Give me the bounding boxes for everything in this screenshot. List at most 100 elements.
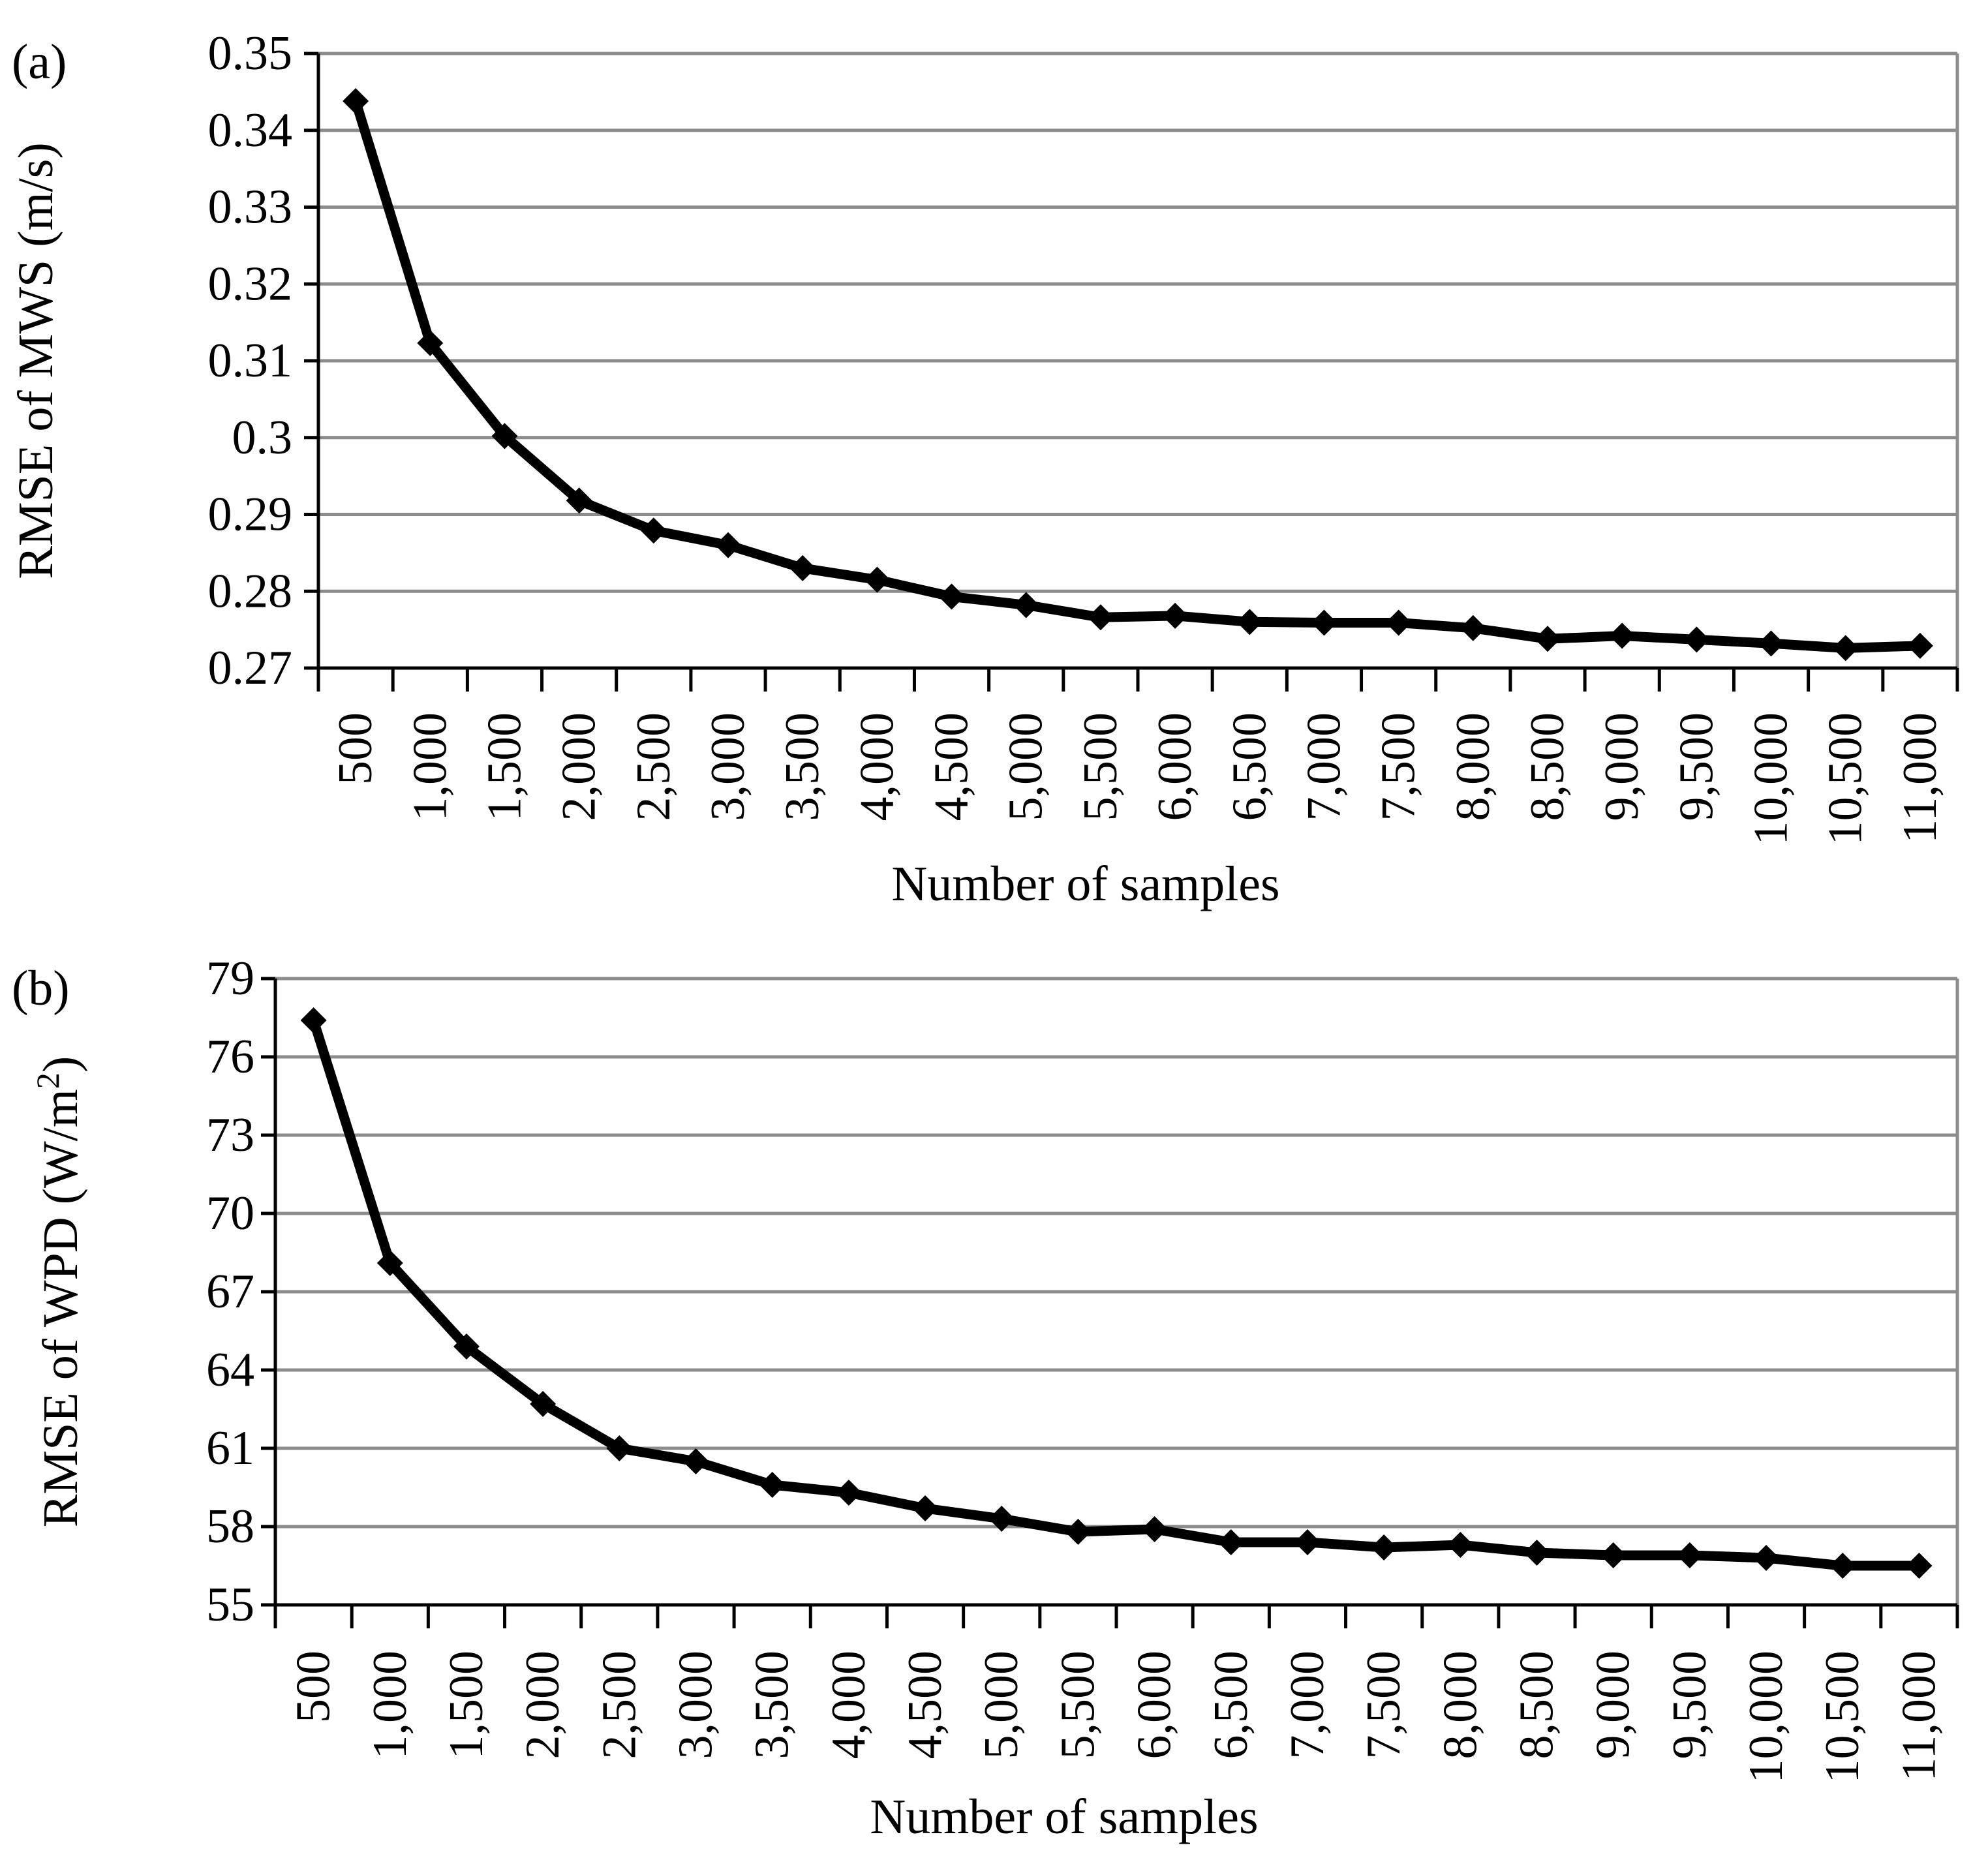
x-tick-label: 500 bbox=[287, 1651, 341, 1723]
x-tick-label: 1,500 bbox=[478, 712, 531, 821]
x-tick-label: 11,000 bbox=[1892, 1651, 1946, 1782]
data-point bbox=[1217, 1529, 1244, 1555]
data-point bbox=[1523, 1540, 1550, 1566]
x-tick-label: 3,500 bbox=[746, 1651, 799, 1759]
data-point bbox=[864, 566, 891, 593]
y-tick-label: 70 bbox=[206, 1187, 254, 1240]
data-point bbox=[938, 583, 965, 610]
x-tick-label: 5,000 bbox=[1000, 712, 1053, 821]
panel-label: (b) bbox=[12, 961, 70, 1016]
data-point bbox=[1753, 1545, 1780, 1571]
data-point bbox=[715, 532, 741, 558]
data-point bbox=[1906, 1553, 1933, 1579]
chart-panel-b: 55 58 61 64 67 70 73 76 79 500 1,000 1,500 2,000 2,50… bbox=[12, 952, 1959, 1844]
x-tick-label: 3,500 bbox=[776, 712, 829, 821]
y-tick-label: 0.28 bbox=[208, 564, 293, 618]
x-tick-label: 1,000 bbox=[403, 712, 457, 821]
x-tick-label: 8,500 bbox=[1510, 1651, 1564, 1759]
x-tick-label: 10,500 bbox=[1819, 712, 1873, 845]
x-tick-label: 6,000 bbox=[1148, 712, 1202, 821]
data-point bbox=[1758, 630, 1784, 657]
data-point bbox=[988, 1506, 1015, 1532]
data-point bbox=[566, 487, 592, 514]
data-point bbox=[789, 555, 816, 581]
y-tick-label: 0.29 bbox=[208, 488, 293, 541]
data-point bbox=[1829, 1553, 1856, 1579]
data-point bbox=[1162, 602, 1189, 629]
data-point bbox=[530, 1391, 557, 1417]
y-axis-title: RMSE of WPD (W/m2) bbox=[29, 1056, 88, 1527]
data-point bbox=[640, 517, 667, 544]
x-tick-label: 8,500 bbox=[1521, 712, 1574, 821]
y-tick-label: 0.35 bbox=[208, 27, 293, 80]
data-point bbox=[1906, 632, 1933, 659]
x-tick-label: 2,000 bbox=[516, 1651, 570, 1759]
y-tick-label: 0.27 bbox=[208, 641, 293, 695]
y-tick-label: 58 bbox=[206, 1500, 254, 1553]
data-point bbox=[1609, 622, 1636, 649]
x-tick-label: 7,000 bbox=[1281, 1651, 1334, 1759]
data-point bbox=[343, 88, 369, 115]
data-point bbox=[835, 1480, 862, 1506]
data-point bbox=[1065, 1519, 1092, 1545]
data-point bbox=[682, 1448, 709, 1474]
x-tick-label: 500 bbox=[329, 712, 382, 785]
series-line bbox=[350, 96, 1925, 653]
x-tick-label: 8,000 bbox=[1446, 712, 1500, 821]
x-tick-label: 10,000 bbox=[1745, 712, 1798, 845]
data-point bbox=[1535, 626, 1561, 652]
data-point bbox=[759, 1472, 786, 1498]
x-tick-label: 4,500 bbox=[925, 712, 979, 821]
data-point bbox=[1311, 609, 1338, 636]
data-point bbox=[1600, 1542, 1627, 1568]
x-tick-label: 5,500 bbox=[1051, 1651, 1105, 1759]
y-tick-label: 79 bbox=[206, 952, 254, 1005]
x-tick-label: 2,500 bbox=[627, 712, 681, 821]
series-line bbox=[309, 1015, 1924, 1571]
x-tick-label: 6,000 bbox=[1128, 1651, 1182, 1759]
x-axis-title: Number of samples bbox=[870, 1789, 1258, 1844]
chart-panel-a: 0.27 0.28 0.29 0.3 0.31 0.32 0.33 0.34 0.35 500 1,… bbox=[8, 27, 1959, 911]
y-tick-label: 67 bbox=[206, 1265, 254, 1318]
x-tick-label: 8,000 bbox=[1433, 1651, 1487, 1759]
data-point bbox=[1683, 626, 1710, 653]
x-tick-label: 10,500 bbox=[1816, 1651, 1869, 1784]
y-tick-label: 0.34 bbox=[208, 104, 293, 157]
x-tick-label: 9,500 bbox=[1670, 712, 1723, 821]
x-axis-title: Number of samples bbox=[891, 857, 1279, 911]
y-tick-label: 55 bbox=[206, 1578, 254, 1632]
x-tick-label: 7,500 bbox=[1372, 712, 1426, 821]
x-tick-label: 3,000 bbox=[701, 712, 755, 821]
x-tick-label: 1,500 bbox=[440, 1651, 493, 1759]
data-point bbox=[1460, 615, 1486, 641]
data-point bbox=[1087, 604, 1114, 631]
x-tick-label: 7,000 bbox=[1297, 712, 1351, 821]
data-point bbox=[1676, 1542, 1703, 1568]
data-point bbox=[376, 1250, 403, 1276]
x-tick-label: 9,500 bbox=[1663, 1651, 1717, 1759]
y-tick-label: 0.32 bbox=[208, 257, 293, 311]
x-tick-label: 2,500 bbox=[592, 1651, 646, 1759]
data-point bbox=[912, 1495, 939, 1521]
data-point bbox=[606, 1435, 633, 1461]
x-tick-label: 5,000 bbox=[975, 1651, 1028, 1759]
x-tick-label: 7,500 bbox=[1357, 1651, 1411, 1759]
data-point bbox=[453, 1333, 480, 1360]
data-point bbox=[1385, 609, 1412, 636]
data-point bbox=[491, 423, 518, 449]
y-tick-label: 0.31 bbox=[208, 334, 293, 388]
y-tick-label: 76 bbox=[206, 1030, 254, 1084]
x-tick-label: 6,500 bbox=[1204, 1651, 1258, 1759]
data-point bbox=[1447, 1532, 1474, 1558]
data-point bbox=[1141, 1516, 1168, 1542]
x-tick-label: 9,000 bbox=[1587, 1651, 1640, 1759]
x-tick-label: 5,500 bbox=[1074, 712, 1127, 821]
data-point bbox=[1832, 635, 1859, 662]
x-tick-label: 4,000 bbox=[822, 1651, 876, 1759]
x-tick-label: 11,000 bbox=[1893, 712, 1947, 844]
x-tick-label: 3,000 bbox=[669, 1651, 723, 1759]
y-tick-label: 0.3 bbox=[232, 411, 293, 464]
y-axis-title: RMSE of MWS (m/s) bbox=[8, 142, 63, 579]
